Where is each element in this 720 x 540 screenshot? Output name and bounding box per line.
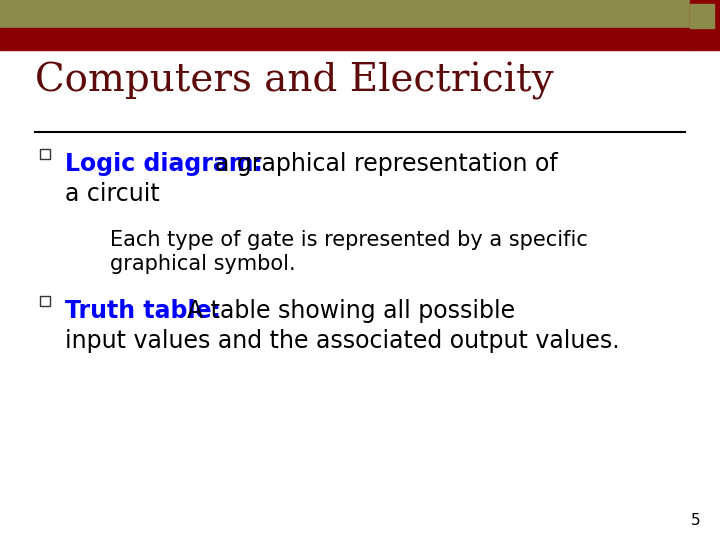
Text: Computers and Electricity: Computers and Electricity	[35, 62, 554, 100]
Bar	[690, 4, 714, 28]
Text: 5: 5	[690, 513, 700, 528]
Text: input values and the associated output values.: input values and the associated output v…	[65, 329, 620, 353]
Bar	[0, 28, 690, 50]
Text: A table showing all possible: A table showing all possible	[187, 299, 515, 323]
Text: Logic diagram:: Logic diagram:	[65, 152, 263, 176]
Text: a circuit: a circuit	[65, 182, 160, 206]
Bar	[690, 0, 720, 50]
Bar	[40, 296, 50, 306]
Text: a graphical representation of: a graphical representation of	[215, 152, 558, 176]
Text: graphical symbol.: graphical symbol.	[110, 254, 296, 274]
Text: Truth table:: Truth table:	[65, 299, 221, 323]
Bar	[0, 0, 690, 28]
Bar	[40, 149, 50, 159]
Text: Each type of gate is represented by a specific: Each type of gate is represented by a sp…	[110, 230, 588, 250]
